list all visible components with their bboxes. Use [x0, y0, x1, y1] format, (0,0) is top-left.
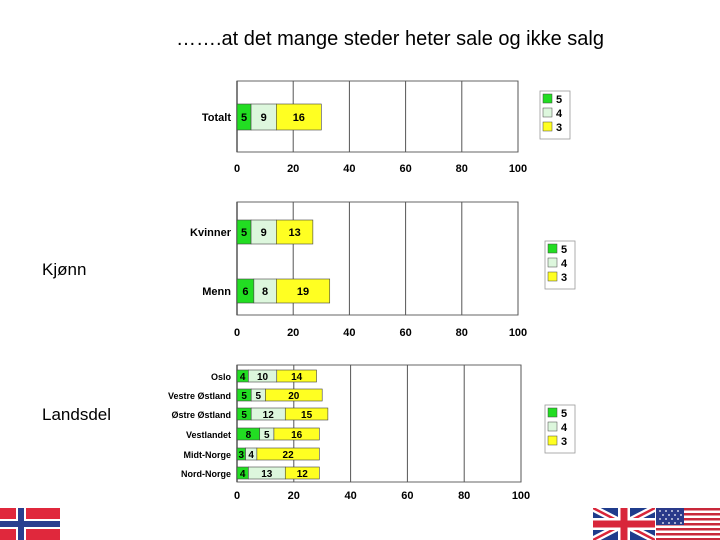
us-flag-icon: [656, 508, 720, 540]
data-label: 4: [240, 372, 246, 383]
legend-label: 4: [561, 258, 568, 270]
x-tick-label: 80: [458, 490, 470, 502]
bar-segment: [276, 103, 322, 131]
data-label: 4: [248, 450, 254, 461]
x-tick-label: 60: [399, 327, 411, 339]
x-tick-label: 0: [234, 163, 240, 175]
data-label: 5: [241, 410, 247, 421]
category-label: Vestlandet: [186, 430, 231, 440]
data-label: 8: [262, 286, 268, 298]
legend-label: 4: [556, 108, 563, 120]
category-label: Menn: [202, 286, 231, 298]
slide-title: …….at det mange steder heter sale og ikk…: [175, 28, 604, 50]
legend-swatch: [547, 435, 558, 446]
chart-1: 0 20 40 60 80 100 Totalt 5 9 16 5 4 3: [202, 80, 571, 175]
legend-swatch: [547, 421, 558, 432]
data-label: 13: [261, 469, 273, 480]
category-label: Kvinner: [190, 227, 232, 239]
plot-area: [236, 364, 522, 483]
data-label: 9: [261, 227, 267, 239]
x-tick-label: 20: [287, 163, 299, 175]
legend: 5 4 3: [539, 90, 571, 140]
bar-segment: [284, 407, 329, 421]
x-tick-label: 20: [288, 490, 300, 502]
chart-2: 0 20 40 60 80 100 Kvinner 5 9 13 Menn 6 8 19 5 4 3: [190, 201, 576, 339]
data-label: 19: [297, 286, 309, 298]
data-label: 13: [288, 227, 300, 239]
data-label: 14: [291, 372, 303, 383]
category-label: Østre Østland: [171, 410, 231, 420]
legend-swatch: [547, 243, 558, 254]
legend-label: 5: [561, 408, 567, 420]
data-label: 9: [261, 112, 267, 124]
x-tick-label: 80: [456, 327, 468, 339]
legend-label: 5: [556, 94, 562, 106]
x-tick-label: 80: [456, 163, 468, 175]
legend: 5 4 3: [544, 240, 576, 290]
data-label: 6: [242, 286, 248, 298]
bar-segment: [276, 219, 314, 245]
data-label: 5: [264, 430, 270, 441]
bar-segment: [276, 278, 331, 304]
legend-swatch: [542, 107, 553, 118]
legend-label: 3: [561, 436, 567, 448]
category-label: Oslo: [211, 372, 232, 382]
x-tick-label: 40: [344, 490, 356, 502]
bar-segment: [250, 219, 277, 245]
legend-label: 3: [561, 272, 567, 284]
legend-label: 5: [561, 244, 567, 256]
data-label: 22: [283, 450, 295, 461]
x-tick-label: 40: [343, 327, 355, 339]
label-landsdel: Landsdel: [42, 405, 112, 424]
norway-flag-icon: [0, 508, 60, 540]
category-label: Nord-Norge: [181, 469, 231, 479]
data-label: 20: [288, 391, 300, 402]
legend-label: 3: [556, 122, 562, 134]
legend-swatch: [547, 257, 558, 268]
label-kjonn: Kjønn: [42, 260, 87, 279]
bar-segment: [276, 369, 317, 383]
data-label: 5: [241, 112, 247, 124]
category-label: Midt-Norge: [184, 450, 232, 460]
x-tick-label: 0: [234, 327, 240, 339]
data-label: 16: [293, 112, 305, 124]
data-label: 8: [246, 430, 252, 441]
legend-swatch: [542, 93, 553, 104]
x-tick-label: 100: [512, 490, 530, 502]
data-label: 4: [240, 469, 246, 480]
legend-swatch: [547, 271, 558, 282]
bar-segment: [273, 427, 320, 441]
bar-segment: [284, 466, 320, 480]
x-tick-label: 20: [287, 327, 299, 339]
x-tick-label: 40: [343, 163, 355, 175]
bar-segment: [265, 388, 323, 402]
data-label: 3: [238, 450, 244, 461]
data-label: 12: [263, 410, 275, 421]
data-label: 5: [256, 391, 262, 402]
legend-swatch: [542, 121, 553, 132]
x-tick-label: 100: [509, 327, 527, 339]
x-tick-label: 100: [509, 163, 527, 175]
x-tick-label: 0: [234, 490, 240, 502]
data-label: 16: [291, 430, 303, 441]
x-tick-label: 60: [399, 163, 411, 175]
category-label: Vestre Østland: [168, 391, 231, 401]
data-label: 5: [241, 391, 247, 402]
legend: 5 4 3: [544, 404, 576, 454]
bar-segment: [250, 103, 277, 131]
x-tick-label: 60: [401, 490, 413, 502]
bar-segment: [256, 447, 320, 461]
legend-swatch: [547, 407, 558, 418]
category-label: Totalt: [202, 112, 231, 124]
legend-label: 4: [561, 422, 568, 434]
data-label: 15: [301, 410, 313, 421]
data-label: 10: [257, 372, 269, 383]
data-label: 5: [241, 227, 247, 239]
data-label: 12: [297, 469, 309, 480]
uk-flag-icon: [593, 508, 655, 540]
